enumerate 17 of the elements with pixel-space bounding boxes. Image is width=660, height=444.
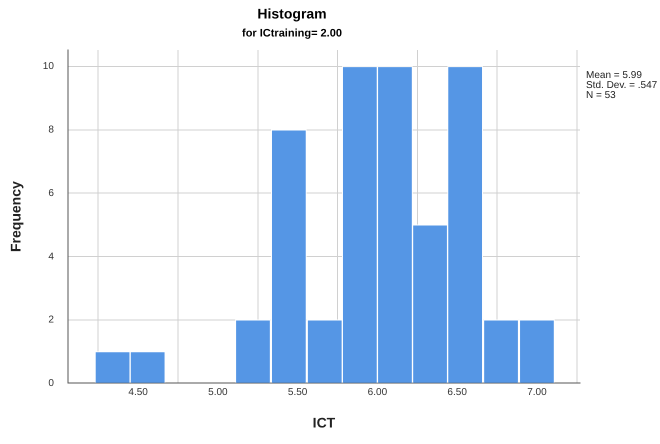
x-tick-label: 4.50 xyxy=(128,386,148,398)
y-tick-label: 2 xyxy=(48,314,54,326)
y-tick-label: 10 xyxy=(42,61,54,72)
x-tick-label: 5.00 xyxy=(208,386,228,398)
text: Mean = 5.99 Std. Dev. = .547 N = 53 xyxy=(586,70,658,101)
x-tick-label: 5.50 xyxy=(288,386,308,398)
x-tick-label: 6.50 xyxy=(447,386,468,398)
y-axis-title: Frequency xyxy=(7,180,24,252)
y-tick-label: 4 xyxy=(48,251,54,262)
y-tick-label: 8 xyxy=(48,124,54,136)
y-tick-label: 0 xyxy=(48,378,54,389)
x-axis-title: ICT xyxy=(312,414,336,430)
y-tick-label: 6 xyxy=(48,188,54,199)
chart-subtitle: for ICtraining= 2.00 xyxy=(242,27,342,40)
x-tick-label: 6.00 xyxy=(368,386,388,398)
chart-title: Histogram xyxy=(257,5,327,22)
x-tick-label: 7.00 xyxy=(527,386,548,398)
